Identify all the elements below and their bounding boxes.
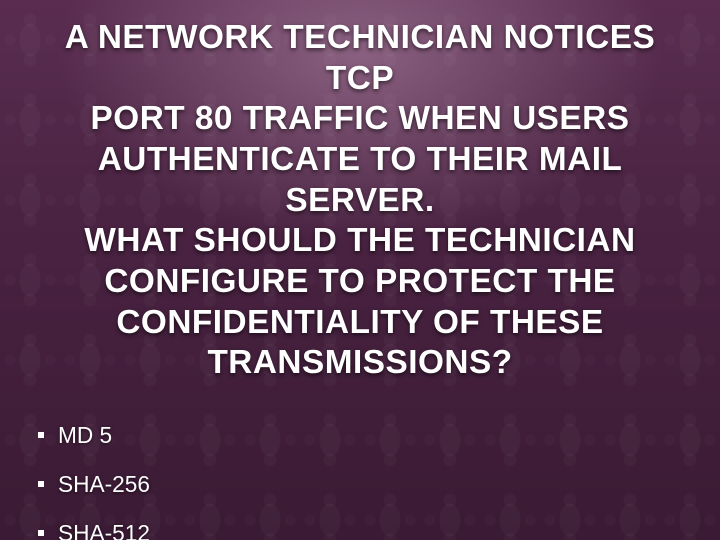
question-title: A NETWORK TECHNICIAN NOTICES TCP PORT 80… xyxy=(34,18,686,384)
bullet-icon xyxy=(38,530,44,536)
title-line: TRANSMISSIONS? xyxy=(34,343,686,384)
slide: A NETWORK TECHNICIAN NOTICES TCP PORT 80… xyxy=(0,0,720,540)
answer-list: MD 5 SHA-256 SHA-512 HTTPS xyxy=(34,422,686,540)
title-line: PORT 80 TRAFFIC WHEN USERS xyxy=(34,99,686,140)
answer-text: SHA-512 xyxy=(58,520,150,540)
bullet-icon xyxy=(38,432,44,438)
answer-text: SHA-256 xyxy=(58,471,150,498)
answer-item: SHA-256 xyxy=(38,471,686,498)
title-line: CONFIDENTIALITY OF THESE xyxy=(34,303,686,344)
answer-item: SHA-512 xyxy=(38,520,686,540)
title-line: A NETWORK TECHNICIAN NOTICES TCP xyxy=(34,18,686,99)
answer-item: MD 5 xyxy=(38,422,686,449)
slide-content: A NETWORK TECHNICIAN NOTICES TCP PORT 80… xyxy=(0,0,720,540)
bullet-icon xyxy=(38,481,44,487)
title-line: CONFIGURE TO PROTECT THE xyxy=(34,262,686,303)
title-line: AUTHENTICATE TO THEIR MAIL SERVER. xyxy=(34,140,686,221)
title-line: WHAT SHOULD THE TECHNICIAN xyxy=(34,221,686,262)
answer-text: MD 5 xyxy=(58,422,112,449)
